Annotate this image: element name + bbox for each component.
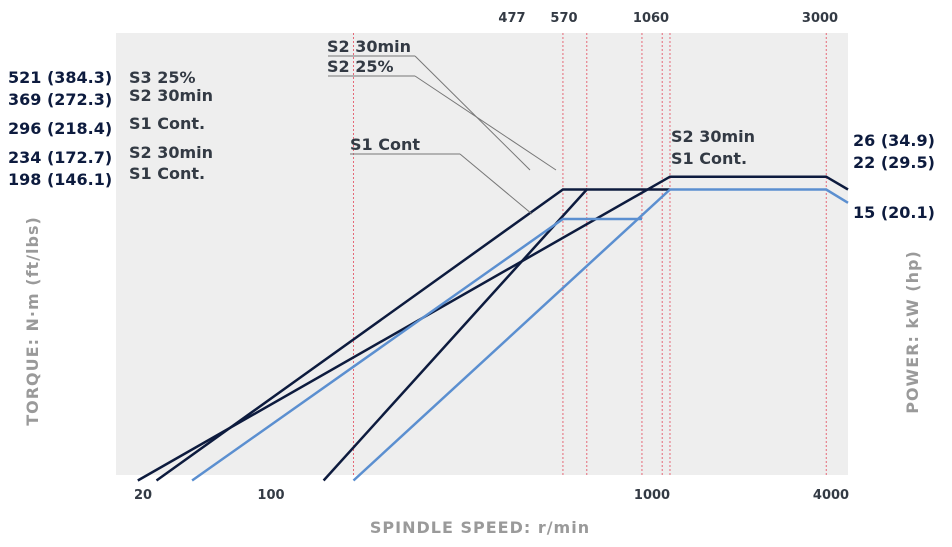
annotation-s1-cont-power: S1 Cont.: [671, 149, 747, 168]
power-label-26: 26 (34.9): [853, 131, 935, 150]
torque-series-label-s3-25: S3 25%: [129, 68, 196, 87]
annotation-leader-0: [414, 55, 531, 171]
annotation-s2-25: S2 25%: [327, 57, 394, 76]
x-axis-title: SPINDLE SPEED: r/min: [370, 518, 590, 537]
power-line-0: [137, 175, 849, 482]
annotation-leader-1: [414, 75, 557, 171]
power-line-4: [191, 217, 642, 482]
plot-area: [116, 33, 848, 475]
top-tick-3000: 3000: [802, 11, 838, 26]
x-tick-1000: 1000: [634, 488, 670, 503]
power-label-22: 22 (29.5): [853, 153, 935, 172]
power-line-2: [322, 188, 670, 482]
torque-series-label-s1-cont-b: S1 Cont.: [129, 164, 205, 183]
x-tick-4000: 4000: [813, 488, 849, 503]
top-tick-570: 570: [550, 11, 577, 26]
power-label-15: 15 (20.1): [853, 203, 935, 222]
top-tick-1060: 1060: [633, 11, 669, 26]
annotation-s2-30min: S2 30min: [327, 37, 411, 56]
y-axis-right-title: POWER: kW (hp): [903, 250, 922, 414]
x-tick-100: 100: [257, 488, 284, 503]
torque-label-198: 198 (146.1): [8, 170, 112, 189]
power-line-1: [155, 188, 587, 482]
torque-series-label-s1-cont-a: S1 Cont.: [129, 114, 205, 133]
torque-label-296: 296 (218.4): [8, 119, 112, 138]
torque-series-label-s2-30min-b: S2 30min: [129, 143, 213, 162]
annotation-leaders: [328, 55, 557, 215]
torque-label-521: 521 (384.3): [8, 68, 112, 87]
x-tick-20: 20: [134, 488, 152, 503]
annotation-leader-2: [459, 153, 533, 215]
top-tick-477: 477: [498, 11, 525, 26]
series-lines: [137, 175, 849, 482]
annotation-s2-30min-power: S2 30min: [671, 127, 755, 146]
torque-label-369: 369 (272.3): [8, 90, 112, 109]
reference-lines: [353, 33, 827, 475]
torque-series-label-s2-30min-a: S2 30min: [129, 86, 213, 105]
torque-label-234: 234 (172.7): [8, 148, 112, 167]
power-line-3: [352, 188, 849, 482]
annotation-s1-cont: S1 Cont: [350, 135, 420, 154]
y-axis-left-title: TORQUE: N·m (ft/lbs): [23, 216, 42, 426]
